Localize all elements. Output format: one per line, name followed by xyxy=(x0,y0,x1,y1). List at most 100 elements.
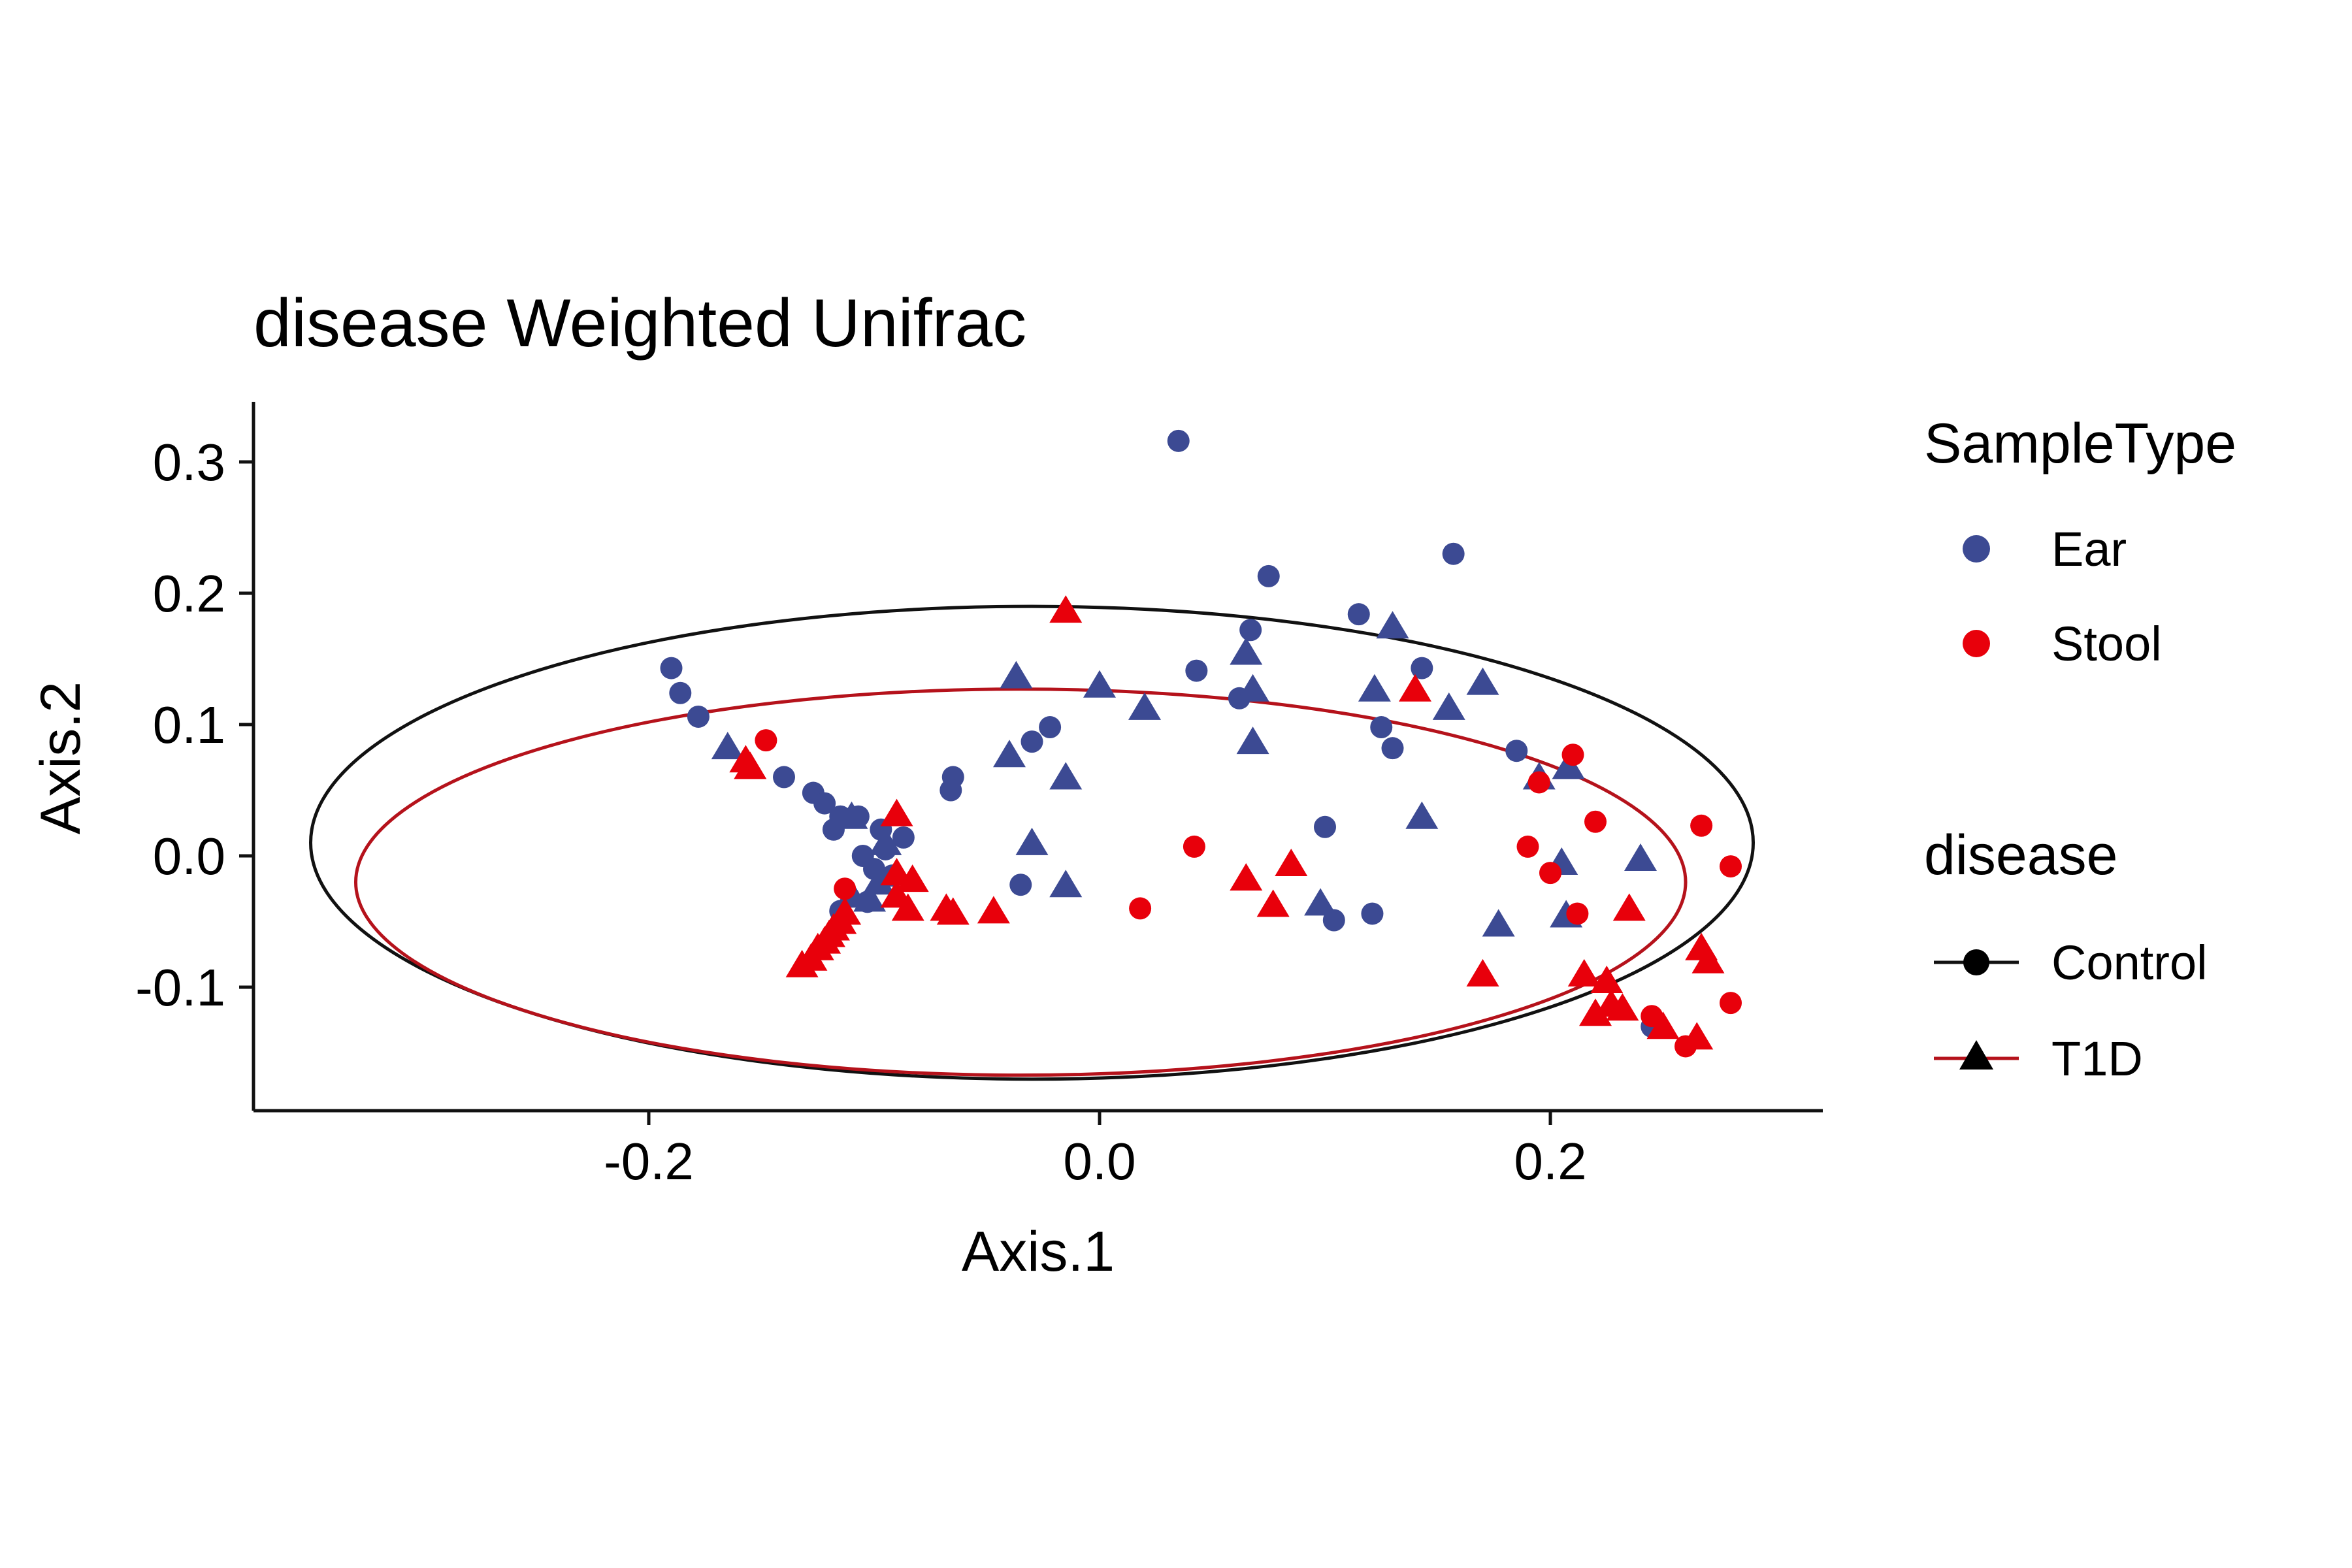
legend-ear-label: Ear xyxy=(2051,522,2127,576)
point-ear-t1d xyxy=(1432,692,1465,720)
point-ear-control xyxy=(1347,603,1370,626)
point-ear-t1d xyxy=(1376,611,1409,639)
point-stool-t1d xyxy=(785,949,819,977)
point-stool-control xyxy=(1566,902,1589,925)
y-ticks: -0.1 0.0 0.1 0.2 0.3 xyxy=(135,433,253,1017)
x-tick-label: -0.2 xyxy=(604,1132,694,1190)
point-ear-t1d xyxy=(1000,661,1033,689)
y-tick-label: 0.3 xyxy=(153,433,225,491)
point-stool-control xyxy=(1129,897,1152,920)
y-tick-label: 0.1 xyxy=(153,696,225,754)
legend-control-marker xyxy=(1963,949,1989,975)
point-ear-control xyxy=(1009,874,1032,896)
point-ear-control xyxy=(1411,657,1433,679)
point-ear-t1d xyxy=(1405,801,1439,829)
point-ear-control xyxy=(1381,737,1404,760)
point-stool-t1d xyxy=(1256,889,1290,917)
point-ear-t1d xyxy=(993,740,1026,768)
chart-title: disease Weighted Unifrac xyxy=(253,286,1026,361)
y-tick-label: -0.1 xyxy=(135,958,225,1017)
point-ear-t1d xyxy=(1482,909,1515,937)
point-ear-control xyxy=(669,681,692,704)
legend-stool-marker xyxy=(1963,630,1990,657)
point-ear-t1d xyxy=(1049,762,1083,790)
points-layer xyxy=(660,429,1742,1058)
point-ear-control xyxy=(1370,716,1393,739)
point-ear-control xyxy=(1021,730,1043,753)
point-ear-control xyxy=(687,705,710,728)
point-ear-control xyxy=(1039,716,1062,739)
point-stool-control xyxy=(1527,771,1550,794)
plot-panel: -0.2 0.0 0.2 -0.1 0.0 0.1 0.2 0.3 xyxy=(135,402,1823,1190)
legend-disease: disease Control T1D xyxy=(1924,824,2208,1086)
point-stool-control xyxy=(755,729,777,752)
point-ear-t1d xyxy=(1358,674,1391,702)
legend-stool-label: Stool xyxy=(2051,617,2162,671)
point-stool-control xyxy=(1584,810,1607,833)
point-stool-control xyxy=(1183,835,1205,858)
point-stool-t1d xyxy=(1230,863,1263,891)
point-stool-control xyxy=(1720,992,1742,1015)
point-stool-t1d xyxy=(977,896,1010,924)
ellipse-t1d xyxy=(354,687,1688,1077)
point-ear-control xyxy=(773,766,795,789)
point-ear-control xyxy=(892,826,915,849)
point-ear-t1d xyxy=(835,801,868,829)
point-ear-control xyxy=(813,792,836,815)
point-ear-t1d xyxy=(1049,870,1083,898)
point-ear-control xyxy=(660,657,683,679)
point-ear-t1d xyxy=(1552,751,1585,779)
point-ear-t1d xyxy=(1015,827,1049,855)
ellipse-control xyxy=(309,604,1755,1081)
point-ear-t1d xyxy=(1624,843,1657,872)
point-stool-t1d xyxy=(1612,893,1646,921)
point-stool-control xyxy=(1720,855,1742,878)
point-ear-control xyxy=(1239,619,1262,642)
point-stool-t1d xyxy=(896,864,929,892)
point-ear-t1d xyxy=(1236,727,1269,755)
point-stool-t1d xyxy=(880,798,913,826)
point-stool-control xyxy=(1561,743,1584,766)
point-stool-t1d xyxy=(1606,993,1639,1021)
point-stool-t1d xyxy=(1590,965,1624,993)
point-stool-t1d xyxy=(1680,1022,1714,1050)
point-stool-t1d xyxy=(734,751,767,779)
point-ear-control xyxy=(1442,542,1465,565)
point-stool-t1d xyxy=(936,897,970,925)
point-stool-t1d xyxy=(1466,958,1499,987)
legend-disease-title: disease xyxy=(1924,824,2117,887)
point-stool-t1d xyxy=(891,893,924,921)
point-ear-t1d xyxy=(1304,888,1337,916)
point-stool-control xyxy=(834,877,857,900)
point-stool-t1d xyxy=(1399,674,1431,702)
point-ear-t1d xyxy=(1083,670,1116,698)
point-ear-t1d xyxy=(1236,674,1269,702)
point-stool-control xyxy=(1539,862,1561,885)
y-axis-title: Axis.2 xyxy=(29,681,92,834)
point-ear-control xyxy=(939,779,962,802)
point-stool-t1d xyxy=(1691,945,1725,973)
point-stool-t1d xyxy=(1567,958,1601,987)
point-stool-t1d xyxy=(1579,998,1612,1026)
legend-t1d-label: T1D xyxy=(2051,1032,2143,1086)
point-stool-t1d xyxy=(1275,849,1308,877)
point-stool-control xyxy=(1690,814,1713,837)
point-ear-t1d xyxy=(711,732,744,760)
legend-sampletype: SampleType Ear Stool xyxy=(1924,412,2236,671)
y-tick-label: 0.0 xyxy=(153,827,225,885)
point-ear-t1d xyxy=(869,827,902,855)
point-ear-control xyxy=(1167,429,1190,452)
point-ear-control xyxy=(1257,564,1280,587)
point-stool-control xyxy=(1516,835,1539,858)
legend-control-label: Control xyxy=(2051,936,2208,990)
x-tick-label: 0.0 xyxy=(1063,1132,1135,1190)
point-ear-control xyxy=(1314,815,1336,838)
point-ear-control xyxy=(1185,659,1208,682)
point-ear-t1d xyxy=(1128,692,1161,720)
legend-sampletype-title: SampleType xyxy=(1924,412,2236,475)
y-tick-label: 0.2 xyxy=(153,564,225,623)
point-ear-t1d xyxy=(1230,637,1263,665)
legend-ear-marker xyxy=(1963,535,1990,563)
ellipse-layer xyxy=(309,604,1755,1081)
